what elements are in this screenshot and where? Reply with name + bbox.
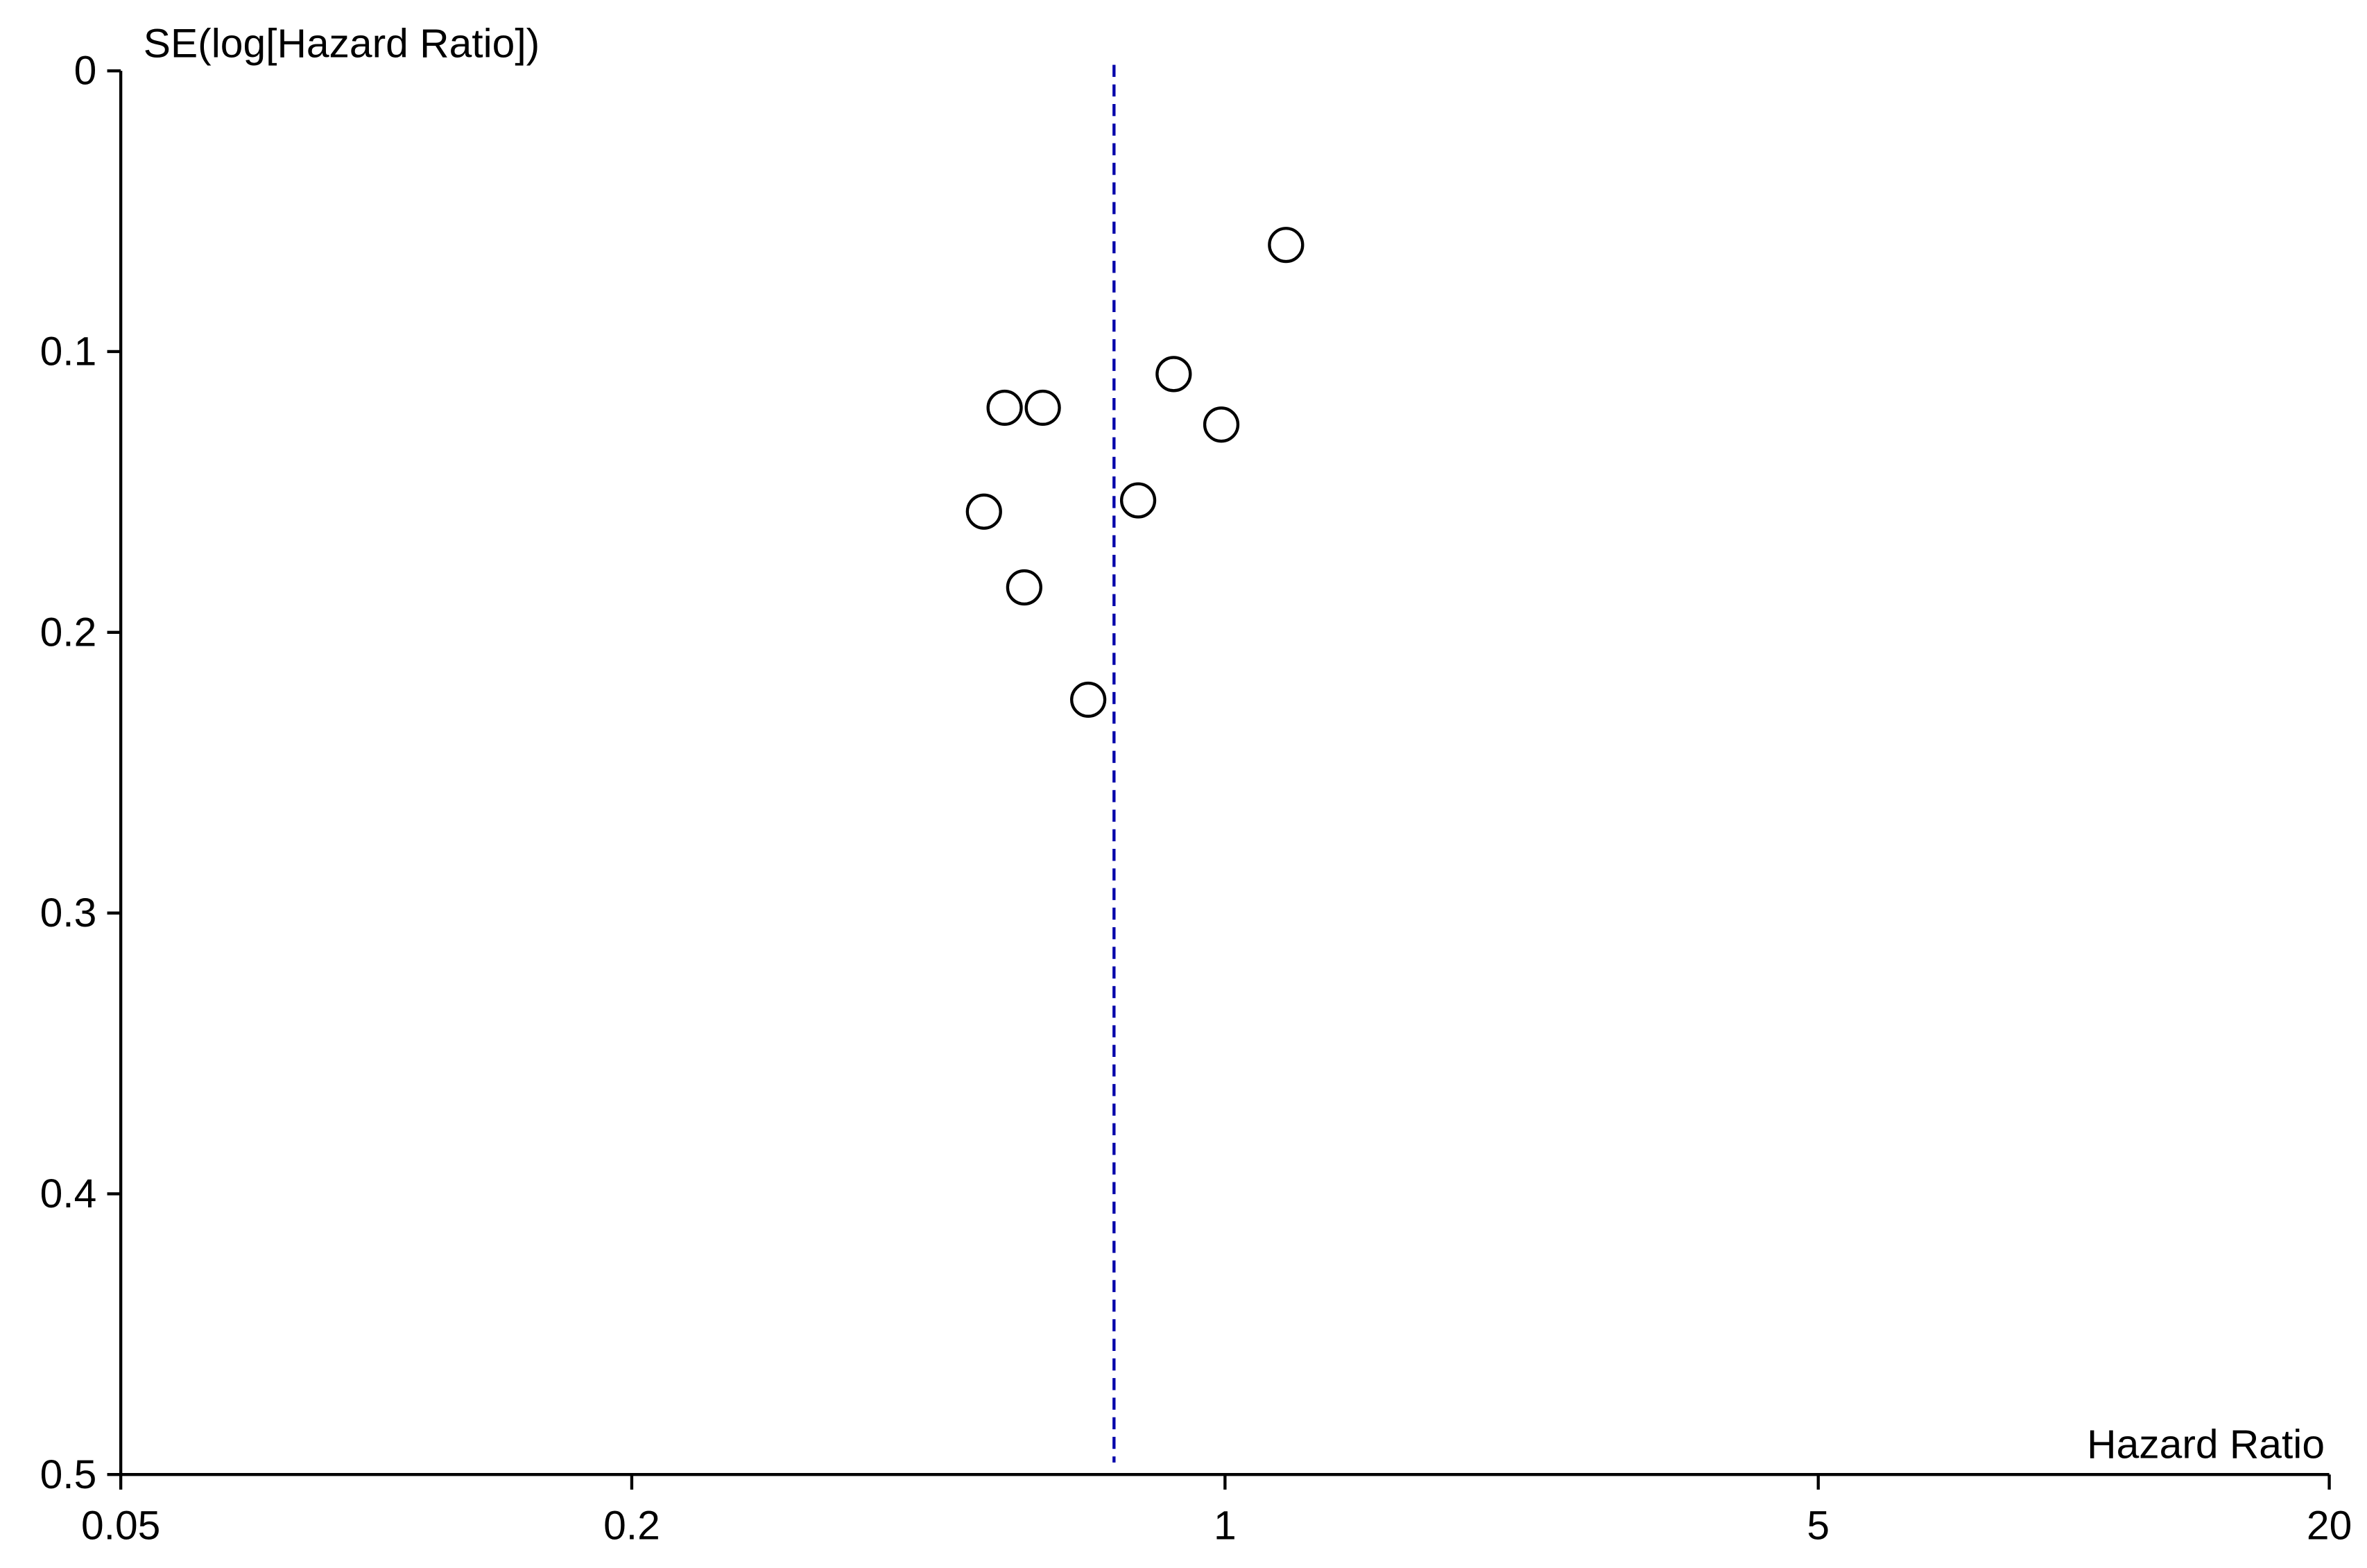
point [965,493,1002,530]
point [1119,482,1157,519]
x-tick-label: 1 [1214,1504,1237,1549]
y-axis-label: SE(log[Hazard Ratio]) [144,21,540,67]
y-tick-label: 0.4 [40,1171,97,1216]
x-tick-label: 0.2 [603,1504,660,1549]
x-tick-label: 0.05 [81,1504,160,1549]
x-axis-label: Hazard Ratio [2087,1422,2325,1467]
y-tick-label: 0.3 [40,890,97,936]
y-tick-label: 0.1 [40,329,97,374]
y-tick-label: 0.2 [40,610,97,655]
point [1203,406,1240,443]
point [1268,227,1305,264]
point [1006,569,1042,606]
x-tick-label: 20 [2307,1504,2352,1549]
y-tick-label: 0.5 [40,1452,97,1497]
x-tick-label: 5 [1807,1504,1830,1549]
point [1070,681,1107,718]
point [986,389,1023,427]
y-tick-label: 0 [74,49,97,94]
point [1024,389,1061,427]
point [1155,356,1192,393]
